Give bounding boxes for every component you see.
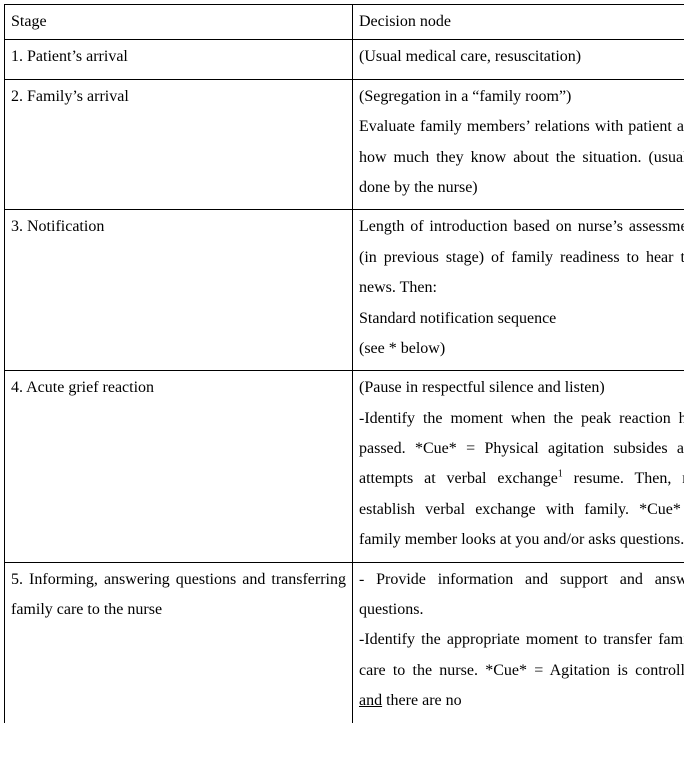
decision-5-p1a: -Identify the appropriate moment to tran… <box>359 631 684 678</box>
stage-3-text: 3. Notification <box>11 218 104 235</box>
stage-cell-5: 5. Informing, answering questions and tr… <box>5 562 353 722</box>
decision-cell-4: (Pause in respectful silence and listen)… <box>353 371 684 562</box>
stage-5-text: 5. Informing, answering questions and tr… <box>11 571 346 618</box>
decision-cell-5: - Provide information and support and an… <box>353 562 684 722</box>
table-row: 5. Informing, answering questions and tr… <box>5 562 684 722</box>
decision-3-line-1: Standard notification sequence <box>359 304 684 334</box>
stage-cell-1: 1. Patient’s arrival <box>5 40 353 79</box>
header-stage: Stage <box>5 5 353 40</box>
header-decision-text: Decision node <box>359 13 451 30</box>
stage-1-text: 1. Patient’s arrival <box>11 48 128 65</box>
page: Stage Decision node 1. Patient’s arrival… <box>0 0 684 761</box>
stages-table: Stage Decision node 1. Patient’s arrival… <box>4 4 684 723</box>
decision-5-para-1: -Identify the appropriate moment to tran… <box>359 625 684 716</box>
header-stage-text: Stage <box>11 13 47 30</box>
stage-cell-4: 4. Acute grief reaction <box>5 371 353 562</box>
table-row: 1. Patient’s arrival (Usual medical care… <box>5 40 684 79</box>
decision-3-line-2: (see * below) <box>359 334 684 364</box>
header-decision: Decision node <box>353 5 684 40</box>
decision-5-p1b: there are no <box>382 692 462 709</box>
decision-2-line-0: (Segregation in a “family room”) <box>359 82 684 112</box>
stage-cell-2: 2. Family’s arrival <box>5 79 353 210</box>
decision-4-para-1: -Identify the moment when the peak react… <box>359 404 684 556</box>
decision-cell-1: (Usual medical care, resuscitation) <box>353 40 684 79</box>
table-row: 4. Acute grief reaction (Pause in respec… <box>5 371 684 562</box>
table-header-row: Stage Decision node <box>5 5 684 40</box>
decision-5-underline: and <box>359 692 382 709</box>
table-row: 3. Notification Length of introduction b… <box>5 210 684 371</box>
decision-cell-2: (Segregation in a “family room”) Evaluat… <box>353 79 684 210</box>
stage-4-text: 4. Acute grief reaction <box>11 379 154 396</box>
decision-1-line-0: (Usual medical care, resuscitation) <box>359 48 581 65</box>
decision-2-line-1: Evaluate family members’ relations with … <box>359 112 684 203</box>
stage-2-text: 2. Family’s arrival <box>11 88 129 105</box>
table-row: 2. Family’s arrival (Segregation in a “f… <box>5 79 684 210</box>
decision-5-line-0: - Provide information and support and an… <box>359 565 684 626</box>
decision-3-line-0: Length of introduction based on nurse’s … <box>359 212 684 303</box>
decision-4-line-0: (Pause in respectful silence and listen) <box>359 373 684 403</box>
decision-cell-3: Length of introduction based on nurse’s … <box>353 210 684 371</box>
stage-cell-3: 3. Notification <box>5 210 353 371</box>
